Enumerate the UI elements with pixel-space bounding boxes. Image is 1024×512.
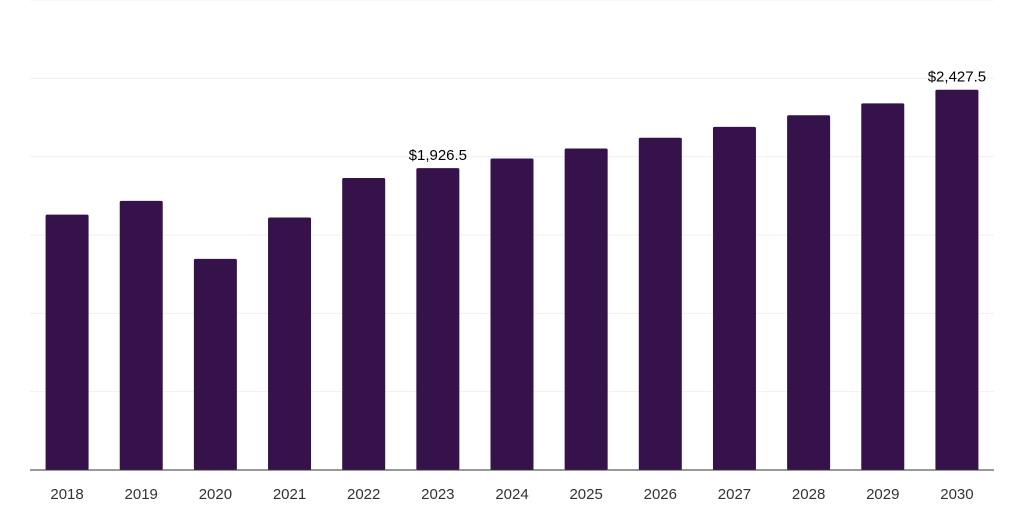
bar-2025[interactable] — [564, 148, 608, 470]
x-tick-label: 2027 — [718, 486, 751, 503]
bars — [45, 89, 979, 471]
x-tick-label: 2020 — [199, 486, 232, 503]
bar-2023[interactable] — [416, 168, 460, 470]
x-tick-label: 2026 — [644, 486, 677, 503]
x-axis-ticks: 2018 2019 2020 2021 2022 2023 2024 2025 2026 2027… — [50, 486, 973, 503]
bar-2027[interactable] — [712, 126, 756, 471]
x-tick-label: 2029 — [866, 486, 899, 503]
x-tick-label: 2030 — [940, 486, 973, 503]
bar-2020[interactable] — [193, 258, 237, 470]
data-label-2023: $1,926.5 — [409, 147, 467, 164]
x-tick-label: 2028 — [792, 486, 825, 503]
bar-2022[interactable] — [342, 177, 386, 470]
x-tick-label: 2024 — [495, 486, 528, 503]
bar-2021[interactable] — [268, 217, 312, 470]
x-tick-label: 2019 — [125, 486, 158, 503]
bar-2030[interactable] — [935, 89, 979, 471]
bar-2024[interactable] — [490, 158, 534, 470]
bar-2026[interactable] — [638, 137, 682, 470]
x-tick-label: 2018 — [50, 486, 83, 503]
x-tick-label: 2023 — [421, 486, 454, 503]
bar-2029[interactable] — [861, 103, 905, 471]
x-tick-label: 2025 — [569, 486, 602, 503]
bar-2018[interactable] — [45, 214, 89, 470]
data-labels: $1,926.5 $2,427.5 — [409, 69, 986, 164]
x-tick-label: 2022 — [347, 486, 380, 503]
bar-2019[interactable] — [119, 200, 163, 470]
data-label-2030: $2,427.5 — [928, 69, 986, 86]
bar-2028[interactable] — [787, 115, 831, 470]
x-tick-label: 2021 — [273, 486, 306, 503]
